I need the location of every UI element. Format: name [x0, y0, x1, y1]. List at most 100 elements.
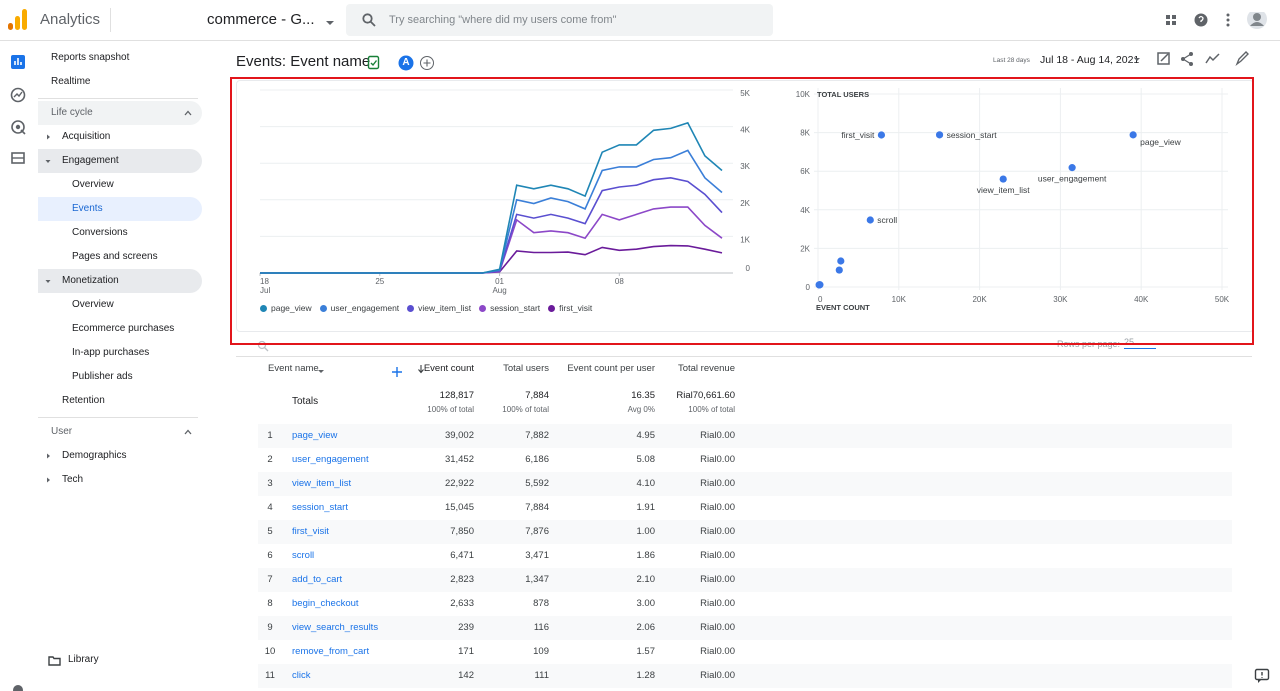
- cell: Rial0.00: [700, 622, 735, 633]
- y-tick-label: 2K: [740, 199, 750, 208]
- column-header[interactable]: Event name: [268, 363, 319, 374]
- nav-item[interactable]: Acquisition: [62, 131, 111, 142]
- event-name[interactable]: begin_checkout: [292, 598, 359, 609]
- nav-item[interactable]: In-app purchases: [72, 347, 150, 358]
- nav-caret[interactable]: [43, 276, 53, 286]
- y-tick-label: 6K: [800, 167, 810, 176]
- nav-item[interactable]: Conversions: [72, 227, 128, 238]
- column-header: Event count: [423, 363, 474, 374]
- comparison-badge[interactable]: A: [402, 57, 410, 68]
- event-name[interactable]: add_to_cart: [292, 574, 343, 585]
- nav: Reports snapshot Realtime Life cycle Acquis…: [0, 0, 236, 691]
- point-label: page_view: [1140, 137, 1182, 147]
- nav-item[interactable]: Monetization: [62, 275, 119, 286]
- scatter-point: [866, 216, 874, 224]
- nav-divider: [38, 417, 198, 418]
- property-caret[interactable]: [325, 20, 335, 26]
- cell: Rial0.00: [700, 550, 735, 561]
- table-header-icons[interactable]: [314, 366, 414, 378]
- event-name[interactable]: click: [292, 670, 311, 681]
- legend-label: user_engagement: [330, 303, 400, 313]
- row-bg: [258, 568, 1232, 592]
- rows-per-page[interactable]: 25: [1124, 336, 1156, 349]
- library[interactable]: Library: [68, 654, 99, 665]
- y-tick-label: 2K: [800, 244, 810, 253]
- y-tick-label: 4K: [800, 206, 810, 215]
- event-name[interactable]: view_search_results: [292, 622, 379, 633]
- nav-divider: [38, 98, 198, 99]
- legend-item[interactable]: session_start: [479, 302, 540, 314]
- toolbar-icons[interactable]: [1133, 50, 1253, 70]
- caret-shape: [184, 110, 192, 116]
- legend-item[interactable]: first_visit: [548, 302, 592, 314]
- nav-item[interactable]: Realtime: [51, 76, 91, 87]
- cell: 31,452: [444, 454, 474, 465]
- legend: page_view user_engagement view_item_list se…: [260, 302, 592, 314]
- date-range[interactable]: Jul 18 - Aug 14, 2021: [1040, 54, 1140, 66]
- nav-caret[interactable]: [183, 427, 193, 437]
- nav-item[interactable]: Events: [72, 203, 103, 214]
- nav-active-bg: [38, 149, 202, 173]
- nav-item[interactable]: Ecommerce purchases: [72, 323, 175, 334]
- cell: Rial0.00: [700, 478, 735, 489]
- nav-caret[interactable]: [43, 132, 53, 142]
- legend-item[interactable]: user_engagement: [319, 302, 400, 314]
- search-icon: [362, 13, 376, 27]
- nav-item[interactable]: Life cycle: [51, 107, 93, 118]
- legend-item[interactable]: view_item_list: [407, 302, 471, 314]
- cell: 878: [533, 598, 549, 609]
- search-placeholder: Try searching "where did my users come f…: [389, 14, 617, 26]
- event-name[interactable]: scroll: [292, 550, 315, 561]
- line-series: [260, 121, 723, 274]
- x-tick-label: 40K: [1134, 295, 1149, 304]
- cell: Rial0.00: [700, 454, 735, 465]
- legend-swatch: [548, 304, 556, 312]
- nav-caret[interactable]: [43, 156, 53, 166]
- nav-item[interactable]: Tech: [62, 474, 84, 485]
- title-icons[interactable]: [367, 55, 437, 71]
- y-tick-label: 8K: [800, 129, 810, 138]
- point-label: session_start: [947, 130, 998, 140]
- point-label: scroll: [877, 215, 897, 225]
- scatter-point: [837, 257, 845, 265]
- cell: 116: [533, 622, 549, 633]
- cell: 2.10: [636, 574, 656, 585]
- divider: [236, 356, 1252, 357]
- property-name[interactable]: commerce - G...: [207, 11, 315, 28]
- caret-shape: [47, 134, 50, 140]
- header-icons[interactable]: [1164, 12, 1274, 34]
- column-header: Total revenue: [677, 363, 735, 374]
- nav-item[interactable]: Publisher ads: [72, 371, 133, 382]
- left-rail: [10, 55, 26, 691]
- date-label: Last 28 days: [993, 57, 1030, 64]
- event-name[interactable]: view_item_list: [292, 478, 352, 489]
- feedback-icon[interactable]: [1254, 668, 1270, 684]
- nav-item[interactable]: Pages and screens: [72, 251, 158, 262]
- nav-caret[interactable]: [43, 475, 53, 485]
- event-name[interactable]: first_visit: [292, 526, 329, 537]
- cell: 171: [458, 646, 474, 657]
- event-name[interactable]: remove_from_cart: [292, 646, 370, 657]
- cell: Rial0.00: [700, 430, 735, 441]
- nav-item[interactable]: User: [51, 426, 73, 437]
- cell: 2.06: [636, 622, 656, 633]
- nav-item[interactable]: Retention: [62, 395, 105, 406]
- event-name[interactable]: session_start: [292, 502, 348, 513]
- search-box[interactable]: [346, 4, 773, 36]
- event-name[interactable]: page_view: [292, 430, 338, 441]
- nav-item[interactable]: Overview: [72, 299, 114, 310]
- nav-caret[interactable]: [43, 451, 53, 461]
- y-tick-label: 1K: [740, 235, 750, 244]
- row-index: 3: [267, 478, 273, 489]
- nav-item[interactable]: Demographics: [62, 450, 127, 461]
- nav-item[interactable]: Engagement: [62, 155, 119, 166]
- nav-item[interactable]: Overview: [72, 179, 114, 190]
- totals-value: Rial70,661.60: [676, 390, 735, 401]
- event-name[interactable]: user_engagement: [292, 454, 369, 465]
- x-tick-label: 0: [818, 295, 823, 304]
- nav-item[interactable]: Reports snapshot: [51, 52, 130, 63]
- scatter-point: [1129, 131, 1137, 139]
- nav-caret[interactable]: [183, 108, 193, 118]
- legend-item[interactable]: page_view: [260, 302, 312, 314]
- row-index: 7: [267, 574, 273, 585]
